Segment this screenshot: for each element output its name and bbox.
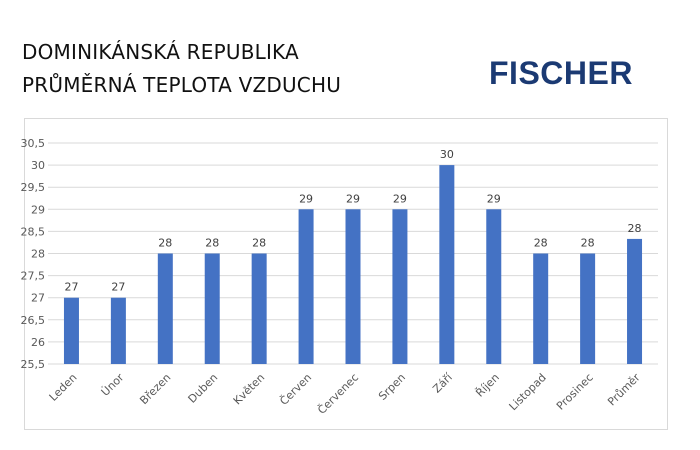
y-tick-label: 27,5 (21, 270, 46, 283)
bar (627, 238, 643, 364)
bar (345, 209, 361, 364)
x-tick-label: Průměr (605, 371, 643, 409)
y-tick-label: 30 (31, 159, 45, 172)
y-tick-label: 28 (31, 248, 45, 261)
data-label: 28 (158, 237, 172, 250)
x-tick-label: Květen (231, 371, 267, 407)
data-label: 28 (534, 237, 548, 250)
bar (439, 165, 455, 364)
data-label: 29 (393, 192, 407, 205)
data-label: 29 (346, 192, 360, 205)
data-label: 28 (205, 237, 219, 250)
data-label: 29 (487, 192, 501, 205)
y-tick-label: 29 (31, 203, 45, 216)
x-tick-label: Leden (47, 371, 80, 404)
bar (392, 209, 408, 364)
bar (204, 253, 220, 364)
data-label: 28 (252, 237, 266, 250)
x-tick-label: Říjen (473, 371, 502, 400)
title-line-1: DOMINIKÁNSKÁ REPUBLIKA (22, 40, 299, 64)
data-label: 27 (111, 281, 125, 294)
data-label: 28 (581, 237, 595, 250)
y-tick-label: 25,5 (21, 358, 46, 371)
x-tick-label: Duben (186, 371, 221, 406)
page-title: DOMINIKÁNSKÁ REPUBLIKA PRŮMĚRNÁ TEPLOTA … (22, 36, 341, 102)
y-tick-label: 28,5 (21, 225, 46, 238)
x-tick-label: Červen (277, 371, 314, 408)
data-label: 27 (64, 281, 78, 294)
data-label: 29 (299, 192, 313, 205)
x-tick-label: Listopad (507, 371, 549, 413)
data-label: 28 (628, 222, 642, 235)
bar (486, 209, 502, 364)
bar (298, 209, 314, 364)
x-tick-label: Červenec (315, 371, 361, 417)
x-tick-label: Srpen (376, 371, 408, 403)
bar (580, 253, 596, 364)
chart-frame (24, 118, 668, 430)
x-tick-label: Březen (137, 371, 173, 407)
data-label: 30 (440, 148, 454, 161)
bar (110, 297, 126, 364)
bar (157, 253, 173, 364)
bar (251, 253, 267, 364)
x-tick-label: Prosinec (554, 371, 596, 413)
y-tick-label: 27 (31, 292, 45, 305)
fischer-logo: FISCHER (489, 55, 633, 91)
bar (533, 253, 549, 364)
y-tick-label: 26,5 (21, 314, 46, 327)
bar (63, 297, 79, 364)
y-tick-label: 30,5 (21, 137, 46, 150)
x-tick-label: Září (430, 370, 455, 395)
y-tick-label: 26 (31, 336, 45, 349)
title-line-2: PRŮMĚRNÁ TEPLOTA VZDUCHU (22, 73, 342, 97)
x-tick-label: Únor (99, 371, 127, 399)
y-tick-label: 29,5 (21, 181, 46, 194)
